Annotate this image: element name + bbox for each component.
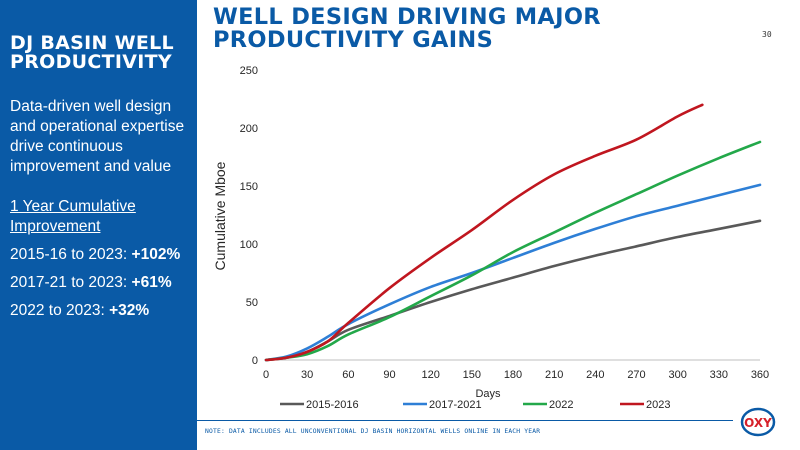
page-title: WELL DESIGN DRIVING MAJOR PRODUCTIVITY G… bbox=[213, 4, 601, 53]
y-tick-label: 150 bbox=[240, 181, 258, 193]
y-tick-label: 100 bbox=[240, 239, 258, 251]
stat-label: 2015-16 to 2023: bbox=[10, 246, 132, 263]
chart-ticks: 0 30 60 90 120 150 180 210 240 270 300 330 360 0 50 100… bbox=[240, 65, 770, 381]
legend-label: 2022 bbox=[549, 399, 573, 411]
chart-lines bbox=[264, 103, 762, 362]
x-tick-label: 360 bbox=[751, 369, 769, 381]
legend-label: 2017-2021 bbox=[429, 399, 482, 411]
footer-note: NOTE: DATA INCLUDES ALL UNCONVENTIONAL D… bbox=[205, 428, 541, 435]
sidebar-body: Data-driven well design and operational … bbox=[10, 97, 195, 321]
sidebar-intro: Data-driven well design and operational … bbox=[10, 98, 185, 175]
x-tick-label: 0 bbox=[263, 369, 269, 381]
sidebar: DJ BASIN WELL PRODUCTIVITY Data-driven w… bbox=[0, 0, 197, 450]
legend-label: 2023 bbox=[646, 399, 670, 411]
sidebar-title: DJ BASIN WELL PRODUCTIVITY bbox=[10, 32, 174, 73]
stat-value: +32% bbox=[109, 302, 150, 319]
legend-label: 2015-2016 bbox=[306, 399, 359, 411]
chart-legend: 2015-2016 2017-2021 2022 2023 bbox=[280, 399, 670, 411]
x-tick-label: 300 bbox=[668, 369, 686, 381]
x-tick-label: 270 bbox=[627, 369, 645, 381]
x-tick-label: 120 bbox=[421, 369, 439, 381]
x-axis-label: Days bbox=[475, 388, 501, 400]
logo-text: OXY bbox=[744, 416, 772, 430]
x-tick-label: 240 bbox=[586, 369, 604, 381]
x-tick-label: 180 bbox=[504, 369, 522, 381]
y-tick-label: 50 bbox=[246, 297, 258, 309]
y-tick-label: 200 bbox=[240, 123, 258, 135]
x-tick-label: 330 bbox=[710, 369, 728, 381]
stat-row: 2017-21 to 2023: +61% bbox=[10, 273, 195, 293]
x-tick-label: 150 bbox=[463, 369, 481, 381]
page-number: 30 bbox=[762, 30, 772, 39]
y-tick-label: 0 bbox=[252, 355, 258, 367]
stat-label: 2017-21 to 2023: bbox=[10, 274, 132, 291]
y-axis-label: Cumulative Mboe bbox=[212, 161, 228, 270]
footer-divider bbox=[32, 420, 733, 435]
sidebar-subhead: 1 Year Cumulative Improvement bbox=[10, 198, 136, 235]
x-tick-label: 30 bbox=[301, 369, 313, 381]
stat-label: 2022 to 2023: bbox=[10, 302, 110, 319]
stat-row: 2015-16 to 2023: +102% bbox=[10, 245, 195, 265]
oxy-logo: OXY bbox=[740, 407, 776, 437]
stat-value: +102% bbox=[131, 246, 181, 263]
stat-value: +61% bbox=[131, 274, 172, 291]
y-tick-label: 250 bbox=[240, 65, 258, 77]
series-line-2022 bbox=[264, 140, 762, 362]
cumulative-production-chart: 0 30 60 90 120 150 180 210 240 270 300 330 360 0 50 100… bbox=[212, 65, 770, 411]
series-line-2017-2021 bbox=[264, 183, 762, 362]
x-tick-label: 60 bbox=[342, 369, 354, 381]
series-line-2023 bbox=[264, 103, 704, 362]
x-tick-label: 90 bbox=[383, 369, 395, 381]
x-tick-label: 210 bbox=[545, 369, 563, 381]
stat-row: 2022 to 2023: +32% bbox=[10, 301, 195, 321]
